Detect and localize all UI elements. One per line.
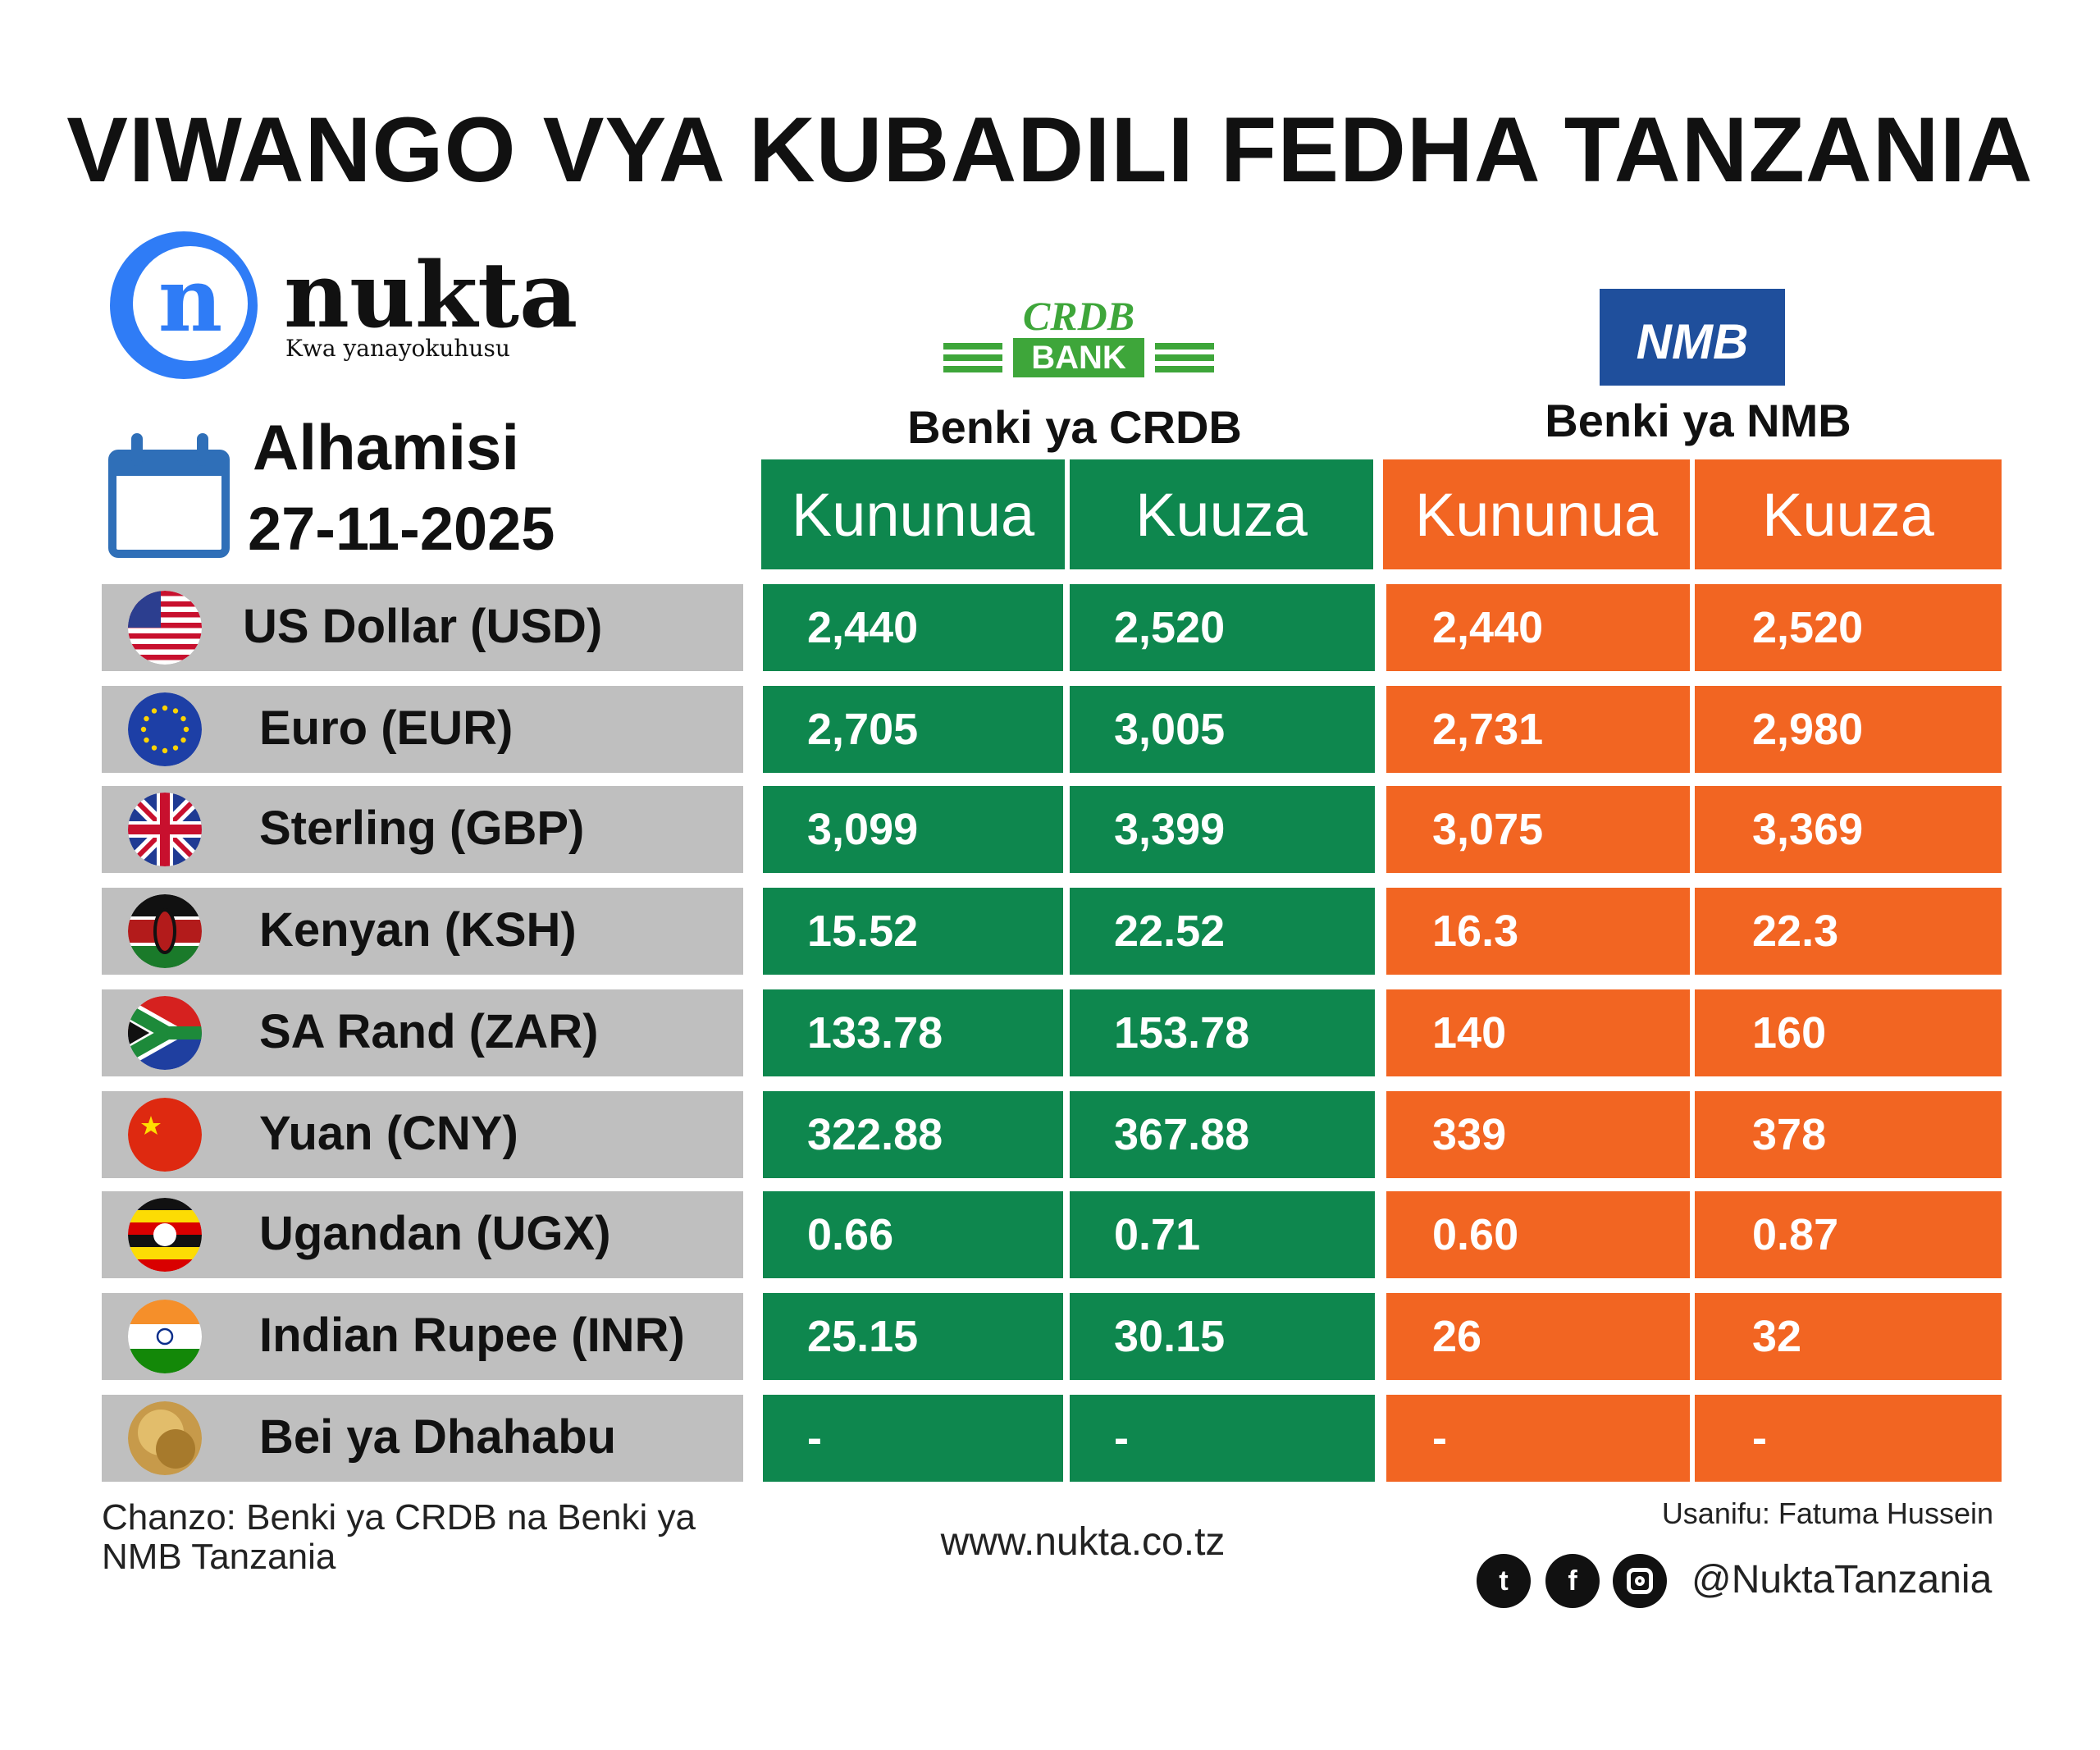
nmb-buy-cell: 2,440 <box>1386 584 1690 671</box>
nukta-tagline: Kwa yanayokuhusu <box>285 335 510 362</box>
crdb-buy-header: Kununua <box>761 459 1065 569</box>
nmb-logo <box>1600 289 1785 386</box>
crdb-logo-bank-text: BANK <box>1031 340 1126 376</box>
crdb-buy-cell: 25.15 <box>763 1293 1063 1380</box>
nmb-sell-cell: 22.3 <box>1695 888 2002 975</box>
currency-name: Yuan (CNY) <box>259 1107 518 1160</box>
nmb-buy-cell: - <box>1386 1395 1690 1482</box>
currency-label-cell <box>102 686 743 773</box>
twitter-icon[interactable]: t <box>1477 1554 1531 1608</box>
social-handle[interactable]: @NuktaTanzania <box>1691 1558 1993 1602</box>
crdb-sell-cell: 22.52 <box>1070 888 1375 975</box>
currency-name: Sterling (GBP) <box>259 802 585 855</box>
crdb-logo: CRDB BANK <box>943 293 1214 377</box>
crdb-sell-cell: 367.88 <box>1070 1091 1375 1178</box>
calendar-icon <box>108 450 230 558</box>
instagram-icon[interactable] <box>1613 1554 1667 1608</box>
page-title: VIWANGO VYA KUBADILI FEDHA TANZANIA <box>66 98 2034 201</box>
china-flag-icon <box>128 1098 202 1172</box>
currency-label-cell <box>102 1395 743 1482</box>
nmb-buy-cell: 339 <box>1386 1091 1690 1178</box>
crdb-buy-cell: 2,440 <box>763 584 1063 671</box>
crdb-sell-cell: 3,005 <box>1070 686 1375 773</box>
nmb-buy-cell: 0.60 <box>1386 1191 1690 1278</box>
crdb-buy-cell: - <box>763 1395 1063 1482</box>
currency-name: Euro (EUR) <box>259 701 514 755</box>
crdb-buy-cell: 0.66 <box>763 1191 1063 1278</box>
currency-name: Kenyan (KSH) <box>259 903 577 957</box>
crdb-sell-cell: 0.71 <box>1070 1191 1375 1278</box>
nmb-sell-cell: 0.87 <box>1695 1191 2002 1278</box>
crdb-logo-text: CRDB <box>1023 293 1134 339</box>
nmb-buy-header: Kununua <box>1383 459 1690 569</box>
nmb-sell-cell: 2,980 <box>1695 686 2002 773</box>
calendar-ring <box>197 433 208 466</box>
nukta-logo-inner <box>133 246 248 361</box>
currency-name: Bei ya Dhahabu <box>259 1410 617 1464</box>
crdb-sell-cell: 3,399 <box>1070 786 1375 873</box>
calendar-ring <box>131 433 143 466</box>
currency-label-cell <box>102 1293 743 1380</box>
crdb-buy-cell: 322.88 <box>763 1091 1063 1178</box>
nukta-wordmark: nukta <box>284 242 578 348</box>
nmb-sell-header: Kuuza <box>1695 459 2002 569</box>
currency-label-cell <box>102 1091 743 1178</box>
currency-name: US Dollar (USD) <box>243 600 603 653</box>
facebook-icon[interactable]: f <box>1545 1554 1600 1608</box>
crdb-sell-header: Kuuza <box>1070 459 1373 569</box>
nmb-buy-cell: 16.3 <box>1386 888 1690 975</box>
nmb-logo-text: NMB <box>1636 314 1749 369</box>
nmb-sell-cell: 160 <box>1695 989 2002 1076</box>
designer-credit: Usanifu: Fatuma Hussein <box>1661 1496 1993 1530</box>
nmb-buy-cell: 2,731 <box>1386 686 1690 773</box>
currency-name: Indian Rupee (INR) <box>259 1309 685 1362</box>
currency-name: Ugandan (UGX) <box>259 1207 611 1260</box>
currency-label-cell <box>102 1191 743 1278</box>
date-label: 27-11-2025 <box>248 495 555 563</box>
crdb-sell-cell: 153.78 <box>1070 989 1375 1076</box>
currency-name: SA Rand (ZAR) <box>259 1005 599 1058</box>
nukta-logo-letter: n <box>158 249 223 352</box>
uk-flag-icon <box>128 793 202 866</box>
eu-flag-icon <box>128 692 202 766</box>
nmb-sell-cell: 2,520 <box>1695 584 2002 671</box>
currency-label-cell <box>102 888 743 975</box>
nmb-bank-name: Benki ya NMB <box>1545 395 1851 446</box>
currency-label-cell <box>102 989 743 1076</box>
gold-icon <box>128 1401 202 1475</box>
crdb-buy-cell: 3,099 <box>763 786 1063 873</box>
nmb-buy-cell: 26 <box>1386 1293 1690 1380</box>
nmb-sell-cell: 3,369 <box>1695 786 2002 873</box>
uganda-flag-icon <box>128 1198 202 1272</box>
nmb-buy-cell: 3,075 <box>1386 786 1690 873</box>
nmb-sell-cell: - <box>1695 1395 2002 1482</box>
kenya-flag-icon <box>128 894 202 968</box>
source-note: Chanzo: Benki ya CRDB na Benki ya NMB Ta… <box>102 1497 696 1577</box>
nmb-buy-cell: 140 <box>1386 989 1690 1076</box>
crdb-buy-cell: 15.52 <box>763 888 1063 975</box>
crdb-sell-cell: 2,520 <box>1070 584 1375 671</box>
nmb-sell-cell: 378 <box>1695 1091 2002 1178</box>
weekday-label: Alhamisi <box>253 411 520 483</box>
crdb-buy-cell: 2,705 <box>763 686 1063 773</box>
crdb-sell-cell: 30.15 <box>1070 1293 1375 1380</box>
crdb-sell-cell: - <box>1070 1395 1375 1482</box>
nmb-sell-cell: 32 <box>1695 1293 2002 1380</box>
crdb-buy-cell: 133.78 <box>763 989 1063 1076</box>
website-link[interactable]: www.nukta.co.tz <box>940 1520 1226 1564</box>
currency-label-cell <box>102 786 743 873</box>
us-flag-icon <box>128 591 202 665</box>
currency-label-cell <box>102 584 743 671</box>
crdb-bank-name: Benki ya CRDB <box>907 401 1242 453</box>
india-flag-icon <box>128 1300 202 1373</box>
south-africa-flag-icon <box>128 996 202 1070</box>
